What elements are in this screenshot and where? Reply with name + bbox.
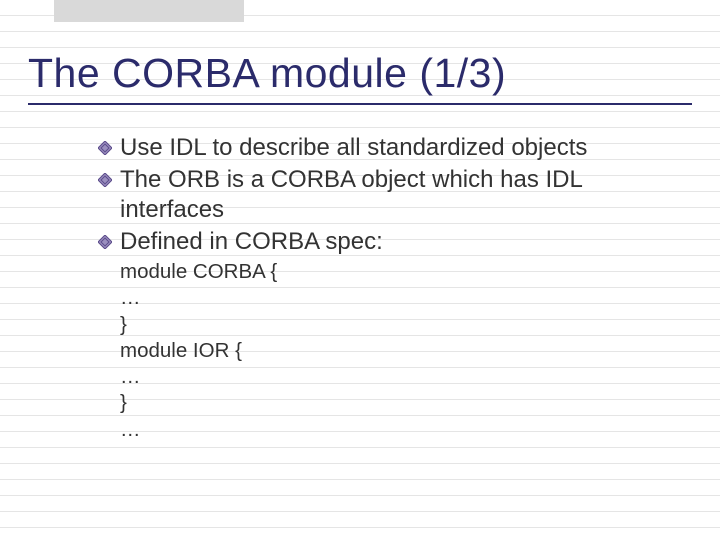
slide-title: The CORBA module (1/3): [28, 50, 692, 97]
bullet-item: The ORB is a CORBA object which has IDL …: [98, 165, 652, 225]
code-line: }: [120, 312, 652, 338]
bullet-text: The ORB is a CORBA object which has IDL …: [120, 165, 652, 225]
diamond-bullet-icon: [98, 235, 112, 249]
diamond-bullet-icon: [98, 141, 112, 155]
code-line: module CORBA {: [120, 259, 652, 285]
bullet-item: Defined in CORBA spec:: [98, 227, 652, 257]
code-line: …: [120, 285, 652, 311]
code-block: module CORBA { … } module IOR { … } …: [98, 259, 652, 443]
code-line: …: [120, 364, 652, 390]
bullet-item: Use IDL to describe all standardized obj…: [98, 133, 652, 163]
slide-content: Use IDL to describe all standardized obj…: [28, 133, 692, 443]
code-line: …: [120, 417, 652, 443]
bullet-text: Use IDL to describe all standardized obj…: [120, 133, 587, 163]
code-line: }: [120, 390, 652, 416]
code-line: module IOR {: [120, 338, 652, 364]
title-underline: [28, 103, 692, 105]
slide-body: The CORBA module (1/3) Use IDL to descri…: [0, 0, 720, 540]
bullet-text: Defined in CORBA spec:: [120, 227, 383, 257]
diamond-bullet-icon: [98, 173, 112, 187]
